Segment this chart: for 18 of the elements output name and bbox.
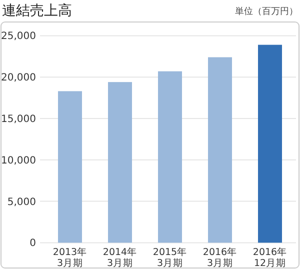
y-tick-label: 10,000 xyxy=(1,155,36,166)
x-tick-label: 2016年 12月期 xyxy=(252,246,288,269)
y-tick-label: 5,000 xyxy=(7,196,36,208)
x-tick-label: 2014年 3月期 xyxy=(102,246,138,269)
y-tick-label: 20,000 xyxy=(1,72,36,84)
x-tick-label: 2013年 3月期 xyxy=(52,246,88,269)
y-tick-label: 0 xyxy=(30,238,36,250)
bar xyxy=(158,71,182,243)
bar xyxy=(208,57,232,243)
x-tick-label: 2016年 3月期 xyxy=(202,246,238,269)
bar xyxy=(258,44,282,243)
y-tick-label: 15,000 xyxy=(1,114,36,125)
bar xyxy=(58,91,82,243)
chart-title: 連結売上高 xyxy=(2,3,72,19)
bar xyxy=(108,82,132,243)
y-tick-label: 25,000 xyxy=(1,31,36,42)
x-tick-label: 2015年 3月期 xyxy=(152,246,188,269)
y-axis-title: 単位（百万円） xyxy=(235,6,298,17)
